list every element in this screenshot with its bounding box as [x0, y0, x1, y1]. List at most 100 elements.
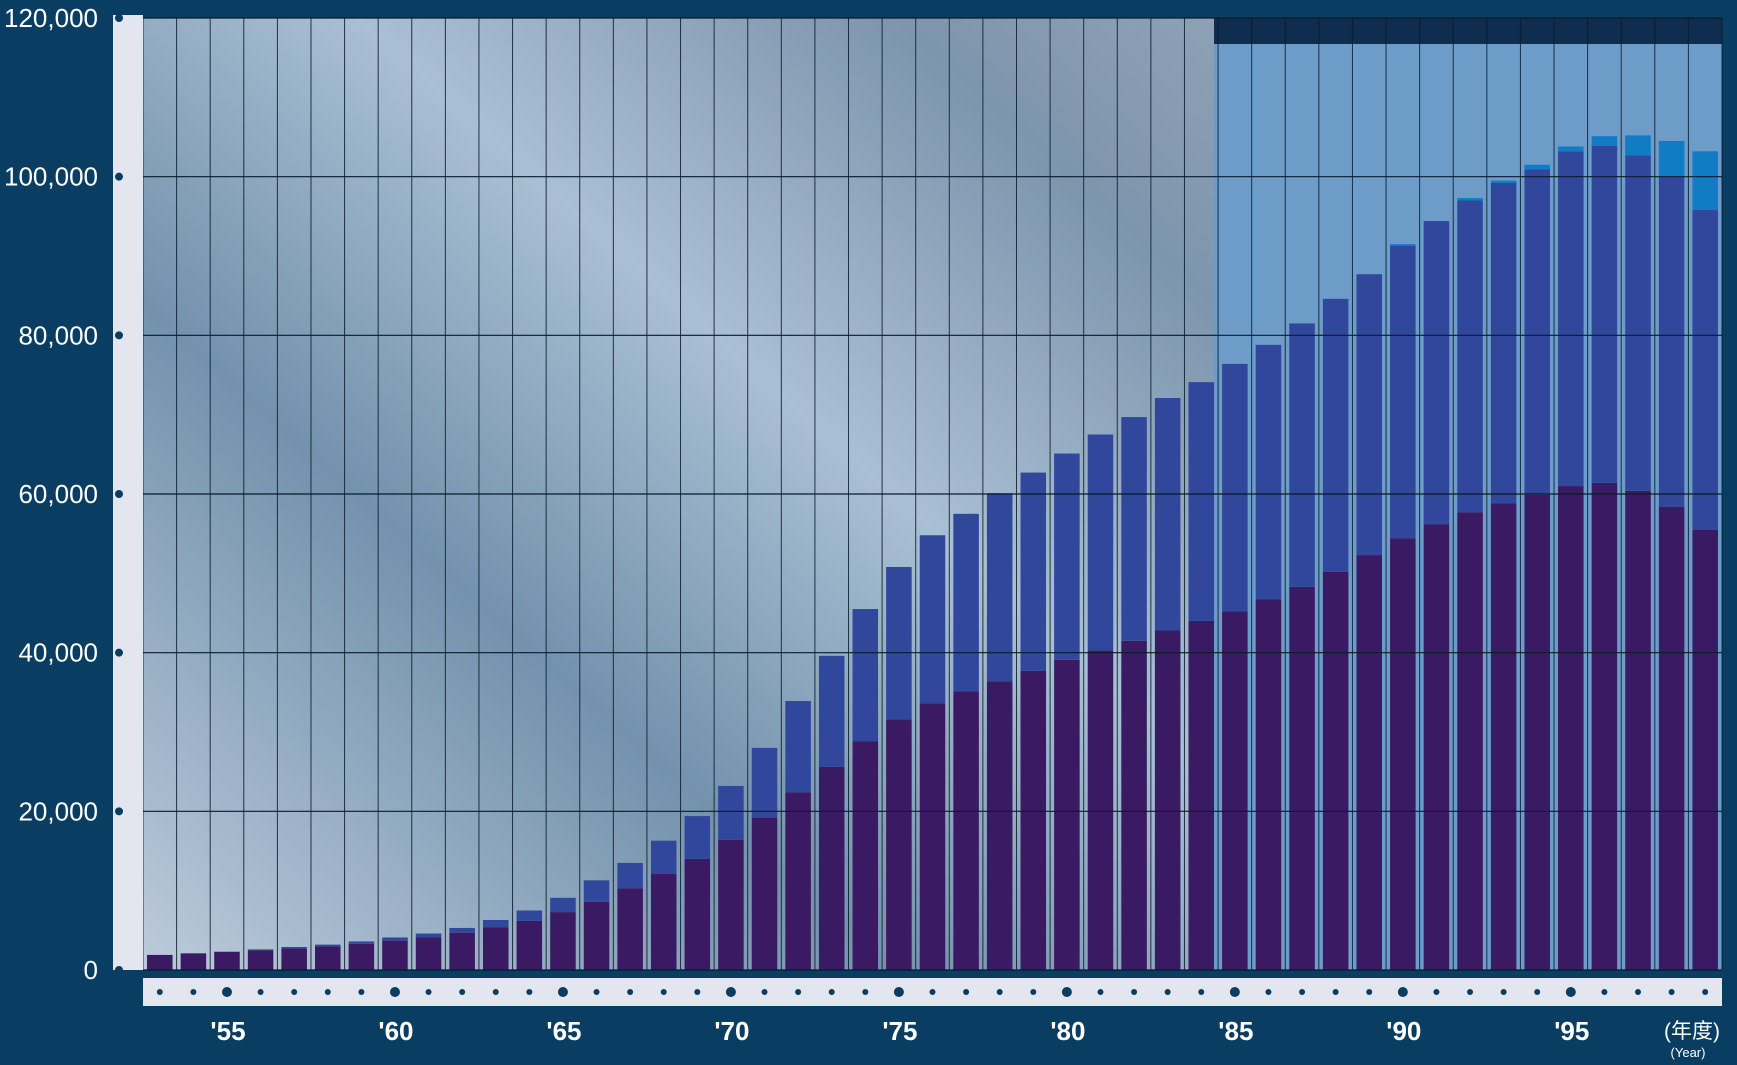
bar-1998-series-3 [1658, 140, 1685, 177]
bar-1960-series-2 [382, 937, 408, 941]
bar-1999-series-2 [1692, 209, 1718, 530]
bar-1992-series-3 [1457, 198, 1483, 201]
x-tick-label: '70 [714, 1016, 749, 1046]
bar-1975-series-2 [886, 566, 912, 720]
bar-1979-series-2 [1020, 472, 1047, 671]
bar-1962-series-1 [449, 932, 475, 970]
bar-1972-series-1 [785, 792, 811, 970]
bar-1958-series-1 [315, 946, 341, 970]
bar-1953-series-1 [147, 954, 173, 970]
x-axis-tick-dot [1229, 987, 1240, 997]
bar-1982-series-1 [1121, 640, 1147, 970]
x-axis-tick-dot [492, 989, 499, 995]
bar-1958-series-2 [315, 944, 341, 947]
x-axis-tick-dot [627, 989, 634, 995]
y-tick-label: 20,000 [18, 796, 98, 826]
bar-1989-series-2 [1356, 274, 1383, 556]
bar-1988-series-2 [1322, 298, 1349, 572]
bar-1959-series-2 [348, 941, 375, 944]
x-axis-label: (年度) [1664, 1020, 1720, 1043]
bar-1983-series-2 [1154, 398, 1181, 631]
x-axis-tick-dot [1366, 989, 1373, 995]
x-axis-tick-dot [694, 989, 701, 995]
x-axis-tick-dot [156, 989, 163, 995]
bar-1998-series-2 [1658, 176, 1685, 507]
bar-1987-series-2 [1289, 323, 1315, 587]
bar-1984-series-2 [1188, 382, 1215, 621]
x-axis-tick-dot [257, 989, 264, 995]
x-tick-label: '55 [210, 1016, 245, 1046]
bar-1971-series-1 [751, 817, 778, 970]
x-axis-tick-dot [459, 989, 466, 995]
x-axis-tick-dot [725, 987, 736, 997]
x-tick-label: '65 [546, 1016, 581, 1046]
bar-1968-series-1 [650, 874, 677, 970]
bar-1987-series-1 [1289, 586, 1315, 970]
x-tick-label: '95 [1554, 1016, 1589, 1046]
bar-1996-series-3 [1591, 136, 1618, 146]
bar-1973-series-2 [818, 655, 845, 767]
bar-1994-series-2 [1524, 169, 1550, 495]
bar-1959-series-1 [348, 943, 375, 970]
x-axis-tick-dot [1332, 989, 1339, 995]
bar-1965-series-1 [550, 912, 576, 970]
bar-1978-series-2 [986, 493, 1013, 682]
y-tick-label: 60,000 [18, 479, 98, 509]
bar-1975-series-1 [886, 719, 912, 970]
bar-1968-series-2 [650, 840, 677, 875]
x-tick-label: '85 [1218, 1016, 1253, 1046]
bar-1995-series-2 [1558, 151, 1584, 487]
bar-1996-series-1 [1591, 482, 1618, 970]
x-axis-tick-dot [929, 989, 936, 995]
bar-1963-series-1 [482, 927, 509, 970]
bar-1972-series-2 [785, 701, 811, 793]
y-tick-label: 40,000 [18, 638, 98, 668]
bar-1980-series-1 [1054, 659, 1080, 970]
bar-1961-series-2 [415, 933, 442, 938]
bar-1979-series-1 [1020, 670, 1047, 970]
bar-1969-series-1 [684, 858, 711, 970]
x-axis-tick-dot [1131, 989, 1138, 995]
x-axis-tick-dot [1565, 987, 1576, 997]
bar-1981-series-1 [1087, 650, 1114, 970]
x-axis-tick-dot [795, 989, 802, 995]
x-tick-label: '80 [1050, 1016, 1085, 1046]
bar-1993-series-3 [1490, 180, 1517, 184]
highlight-top-band [1214, 18, 1722, 44]
bar-1997-series-1 [1625, 490, 1651, 970]
bar-1990-series-1 [1390, 538, 1416, 970]
bar-1998-series-1 [1658, 506, 1685, 970]
bar-1964-series-2 [516, 910, 543, 921]
y-tick-label: 0 [84, 955, 98, 985]
x-axis-tick-dot [660, 989, 667, 995]
y-axis-tick-dot [115, 648, 123, 657]
x-axis-tick-dot [1702, 989, 1709, 995]
bar-1985-series-2 [1222, 363, 1248, 612]
bar-1974-series-2 [852, 609, 879, 742]
x-axis-tick-dot [1299, 989, 1306, 995]
bar-1978-series-1 [986, 681, 1013, 970]
x-axis-tick-dot [761, 989, 768, 995]
x-axis-tick-dot [893, 987, 904, 997]
bar-1957-series-2 [281, 946, 307, 949]
bar-1999-series-3 [1692, 151, 1718, 210]
x-axis-tick-dot [221, 987, 232, 997]
x-axis-tick-dot [862, 989, 869, 995]
bar-1992-series-2 [1457, 200, 1483, 513]
bar-1993-series-2 [1490, 183, 1517, 504]
x-axis-tick-dot [389, 987, 400, 997]
x-axis-tick-dot [1433, 989, 1440, 995]
x-axis-tick-dot [557, 987, 568, 997]
bar-1993-series-1 [1490, 503, 1517, 970]
bar-1995-series-3 [1558, 146, 1584, 152]
bar-1985-series-1 [1222, 611, 1248, 970]
x-axis-tick-dot [1668, 989, 1675, 995]
y-tick-label: 120,000 [4, 3, 98, 33]
bar-1963-series-2 [482, 920, 509, 928]
bar-1969-series-2 [684, 816, 711, 859]
x-axis-tick-dot [1265, 989, 1272, 995]
bar-1973-series-1 [818, 766, 845, 970]
x-axis-tick-dot [190, 989, 197, 995]
bar-1977-series-1 [953, 691, 979, 970]
y-tick-label: 100,000 [4, 162, 98, 192]
